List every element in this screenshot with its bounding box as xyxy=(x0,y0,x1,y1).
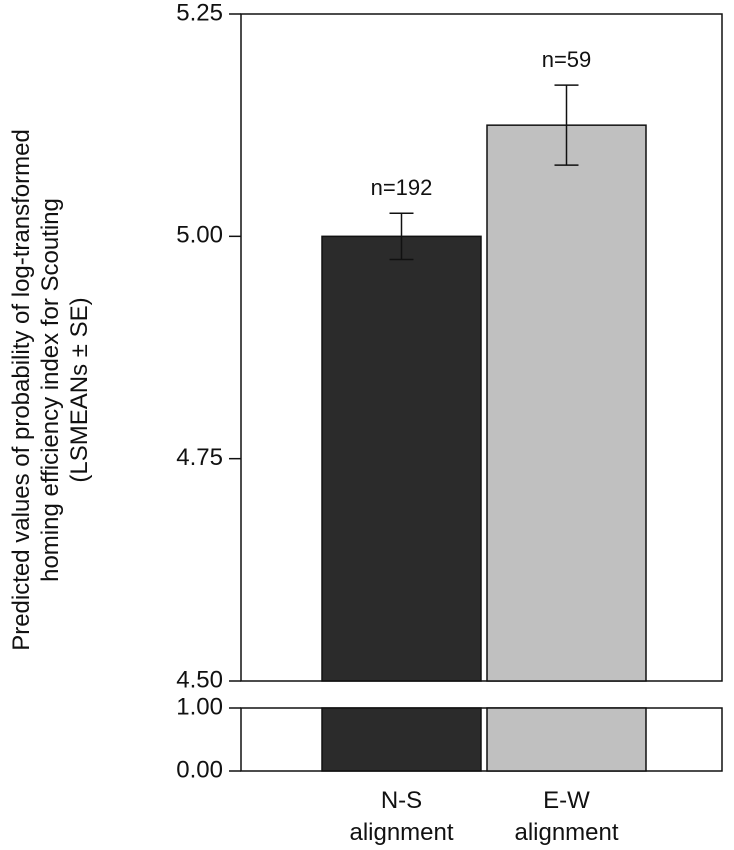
lower-tick-label-0: 0.00 xyxy=(176,756,223,783)
lower-y-axis: 0.00 1.00 xyxy=(176,693,241,783)
category-label-ew-line1: E-W xyxy=(543,787,590,814)
upper-tick-label-0: 4.50 xyxy=(176,666,223,693)
upper-y-axis: 4.50 4.75 5.00 5.25 xyxy=(176,0,241,693)
y-axis-label-line-1: Predicted values of probability of log-t… xyxy=(8,129,35,651)
bar-ew-upper xyxy=(486,124,647,682)
error-bar-ew xyxy=(554,84,579,166)
lower-tick-label-1: 1.00 xyxy=(176,693,223,720)
upper-tick-label-1: 4.75 xyxy=(176,444,223,471)
bar-ns-upper xyxy=(321,235,482,682)
category-label-ns-line1: N-S xyxy=(381,787,422,814)
bar-ew-lower xyxy=(486,707,647,772)
error-bar-ns xyxy=(389,212,414,261)
category-label-ew-line2: alignment xyxy=(514,819,618,846)
n-label-ns: n=192 xyxy=(371,175,433,200)
upper-tick-label-2: 5.00 xyxy=(176,222,223,249)
n-label-ew: n=59 xyxy=(542,47,592,72)
y-axis-label-line-2: homing efficiency index for Scouting xyxy=(37,198,64,582)
y-axis-label: Predicted values of probability of log-t… xyxy=(8,129,93,651)
category-label-ns-line2: alignment xyxy=(349,819,453,846)
y-axis-label-line-3: (LSMEANs ± SE) xyxy=(66,297,93,482)
upper-tick-label-3: 5.25 xyxy=(176,0,223,26)
bar-ns-lower xyxy=(321,707,482,772)
